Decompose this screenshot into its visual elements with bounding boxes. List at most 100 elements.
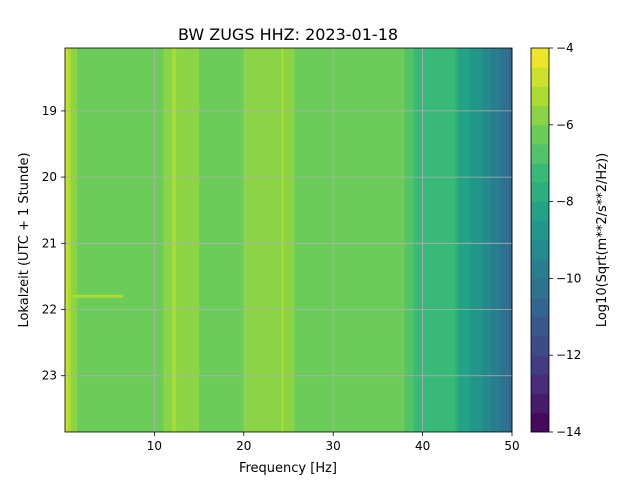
spectrogram-column <box>85 48 90 432</box>
spectrogram-column <box>509 48 513 432</box>
spectrogram-column <box>169 48 173 432</box>
x-axis-label: Frequency [Hz] <box>239 461 337 476</box>
spectrogram-column <box>160 48 164 432</box>
spectrogram-column <box>205 48 209 432</box>
spectrogram-column <box>222 48 227 432</box>
spectrogram-column <box>243 48 248 432</box>
spectrogram-column <box>497 48 501 432</box>
spectrogram-column <box>196 48 200 432</box>
spectrogram-column <box>264 48 269 432</box>
spectrogram-column <box>365 48 370 432</box>
spectrogram-column <box>482 48 486 432</box>
colorbar-level <box>531 297 549 318</box>
plot-frame <box>64 47 513 433</box>
colorbar-tick-label: −12 <box>556 348 581 362</box>
colorbar-level <box>531 124 549 145</box>
spectrogram-column <box>255 48 260 432</box>
spectrogram-column <box>267 48 272 432</box>
spectrogram-column <box>422 48 426 432</box>
spectrogram-column <box>142 48 146 432</box>
spectral-line <box>281 48 284 432</box>
spectrogram-column <box>386 48 391 432</box>
colorbar-frame <box>530 47 550 433</box>
spectrogram-column <box>82 48 87 432</box>
spectrogram-column <box>446 48 450 432</box>
spectrogram-column <box>193 48 197 432</box>
spectrogram-column <box>467 48 471 432</box>
spectrogram-column <box>115 48 120 432</box>
y-tick-label: 21 <box>42 236 57 250</box>
spectrogram-column <box>190 48 194 432</box>
colorbar-label: Log10(Sqrt(m**2/s**2/Hz)) <box>595 153 610 327</box>
spectrogram-column <box>476 48 480 432</box>
colorbar-level <box>531 374 549 394</box>
spectrogram-column <box>228 48 233 432</box>
spectrogram-column <box>261 48 266 432</box>
spectrogram-column <box>76 48 81 432</box>
spectrogram-column <box>431 48 435 432</box>
spectrogram-column <box>395 48 400 432</box>
y-tick-label: 22 <box>42 303 57 317</box>
colorbar-level <box>531 182 549 202</box>
spectrogram-column <box>175 48 179 432</box>
spectrogram-cells <box>65 48 513 432</box>
spectrogram-column <box>389 48 394 432</box>
spectrogram-column <box>342 48 346 432</box>
spectrogram-column <box>377 48 382 432</box>
spectrogram-column <box>211 48 215 432</box>
spectrogram-column <box>202 48 206 432</box>
x-tick-label: 50 <box>504 439 519 453</box>
spectrogram-column <box>178 48 182 432</box>
spectrogram-column <box>103 48 108 432</box>
spectrogram-column <box>371 48 376 432</box>
spectrogram-column <box>354 48 358 432</box>
y-tick-label: 20 <box>42 170 57 184</box>
spectrogram-column <box>234 48 239 432</box>
spectrogram-column <box>458 48 462 432</box>
spectrogram-column <box>360 48 364 432</box>
spectrogram-column <box>312 48 316 432</box>
spectrogram-column <box>380 48 385 432</box>
spectrogram-column <box>154 48 158 432</box>
spectrogram-column <box>240 48 245 432</box>
spectrogram-column <box>303 48 307 432</box>
spectrogram-column <box>121 48 125 432</box>
spectrogram-column <box>291 48 295 432</box>
spectrogram-column <box>136 48 140 432</box>
y-axis: 19 20 21 22 23 <box>42 104 65 383</box>
spectrogram-column <box>258 48 263 432</box>
spectrogram-column <box>404 48 409 432</box>
spectrogram-column <box>452 48 456 432</box>
spectrogram-column <box>252 48 257 432</box>
spectrogram-column <box>214 48 218 432</box>
spectrogram-column <box>491 48 495 432</box>
colorbar-tick-label: −14 <box>556 425 581 439</box>
colorbar-level <box>531 48 549 68</box>
chart-title: BW ZUGS HHZ: 2023-01-18 <box>178 25 398 44</box>
colorbar-level <box>531 220 549 241</box>
spectrogram-column <box>67 48 72 432</box>
spectrogram-column <box>392 48 397 432</box>
spectrogram-column <box>124 48 128 432</box>
spectrogram-column <box>91 48 96 432</box>
spectrogram-column <box>503 48 507 432</box>
spectrogram-column <box>398 48 403 432</box>
spectrogram-column <box>506 48 510 432</box>
spectrogram-column <box>401 48 406 432</box>
x-axis: 10 20 30 40 50 <box>147 432 520 453</box>
spectrogram-column <box>416 48 421 432</box>
spectrogram-column <box>151 48 155 432</box>
spectrogram-column <box>368 48 373 432</box>
spectrogram-column <box>339 48 343 432</box>
spectrogram-column <box>327 48 331 432</box>
plot-area <box>64 47 513 433</box>
spectrogram-column <box>473 48 477 432</box>
colorbar-level <box>531 201 549 222</box>
colorbar-level <box>531 144 549 164</box>
spectrogram-column <box>163 48 167 432</box>
x-tick-label: 30 <box>326 439 341 453</box>
spectrogram-column <box>270 48 274 432</box>
spectrogram-column <box>130 48 134 432</box>
spectrogram-column <box>285 48 289 432</box>
spectrogram-column <box>97 48 102 432</box>
